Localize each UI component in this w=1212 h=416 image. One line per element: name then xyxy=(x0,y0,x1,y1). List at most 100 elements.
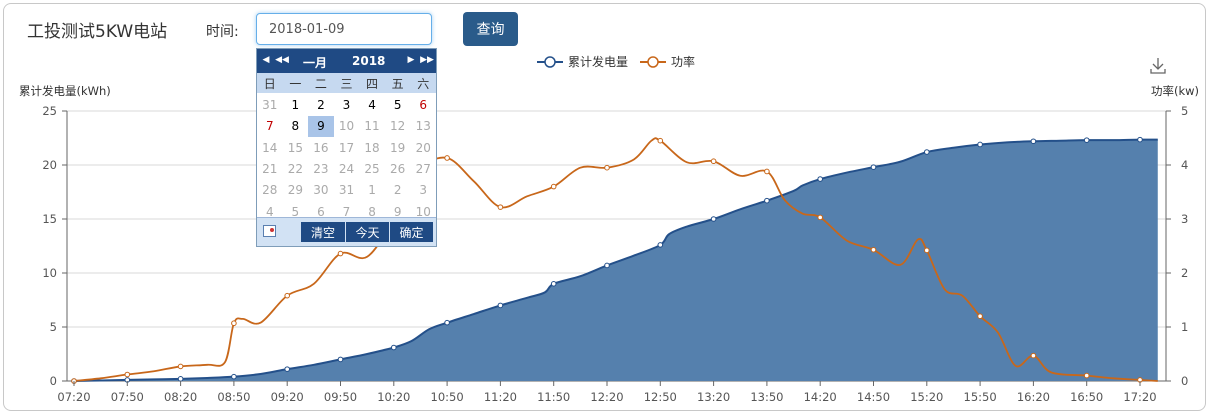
legend-item-energy[interactable]: 累计发电量 xyxy=(537,54,628,69)
energy-point[interactable] xyxy=(924,149,930,155)
energy-point[interactable] xyxy=(710,216,717,222)
calendar-day[interactable]: 8 xyxy=(368,204,376,219)
energy-point[interactable] xyxy=(817,176,824,182)
energy-point[interactable] xyxy=(231,373,237,380)
calendar-day[interactable]: 18 xyxy=(364,140,380,155)
power-point[interactable] xyxy=(337,250,344,257)
calendar-day[interactable]: 23 xyxy=(313,162,329,177)
energy-point[interactable] xyxy=(391,344,397,351)
clear-button[interactable]: 清空 xyxy=(301,222,345,242)
calendar-day[interactable]: 10 xyxy=(415,204,431,219)
legend-item-power[interactable]: 功率 xyxy=(640,54,695,69)
x-tick-label: 12:50 xyxy=(644,390,677,404)
confirm-button[interactable]: 确定 xyxy=(390,222,433,242)
energy-point[interactable] xyxy=(337,356,344,363)
power-point[interactable] xyxy=(604,164,610,171)
calendar-day[interactable]: 6 xyxy=(317,204,325,219)
power-point[interactable] xyxy=(444,155,450,161)
calendar-day[interactable]: 9 xyxy=(308,116,334,138)
calendar-day[interactable]: 28 xyxy=(262,183,278,198)
power-point[interactable] xyxy=(657,137,664,144)
calendar-day[interactable]: 9 xyxy=(393,204,402,219)
query-button[interactable]: 查询 xyxy=(463,12,518,46)
next-month-icon[interactable]: ▶ xyxy=(407,55,415,65)
calendar-day[interactable]: 8 xyxy=(291,119,300,134)
calendar-day[interactable]: 4 xyxy=(368,98,376,113)
power-point[interactable] xyxy=(1083,372,1090,379)
calendar-day[interactable]: 17 xyxy=(338,140,355,155)
energy-point[interactable] xyxy=(550,281,557,287)
calendar-day[interactable]: 14 xyxy=(262,140,278,155)
energy-point[interactable] xyxy=(1137,136,1143,143)
energy-point[interactable] xyxy=(284,366,291,372)
calendar-day[interactable]: 2 xyxy=(317,98,325,113)
energy-point[interactable] xyxy=(497,302,504,309)
calendar-day[interactable]: 25 xyxy=(364,162,380,177)
calendar-weekdays: 日一二三四五六 xyxy=(257,73,436,93)
energy-point[interactable] xyxy=(177,376,184,382)
next-year-icon[interactable]: ▶▶ xyxy=(420,55,434,65)
calendar-day[interactable]: 12 xyxy=(389,119,406,134)
calendar-day[interactable]: 5 xyxy=(291,204,300,219)
calendar-day[interactable]: 24 xyxy=(338,162,355,177)
power-point[interactable] xyxy=(124,371,131,378)
power-point[interactable] xyxy=(977,313,983,320)
calendar-year[interactable]: 2018 xyxy=(352,54,386,68)
calendar-day[interactable]: 11 xyxy=(364,119,380,134)
today-button[interactable]: 今天 xyxy=(346,222,389,242)
energy-point[interactable] xyxy=(604,262,610,269)
calendar-day[interactable]: 31 xyxy=(338,183,355,198)
calendar-day[interactable]: 1 xyxy=(291,98,300,113)
energy-point[interactable] xyxy=(977,141,983,148)
energy-point[interactable] xyxy=(444,319,450,326)
calendar-day[interactable]: 7 xyxy=(265,119,274,134)
calendar-day[interactable]: 7 xyxy=(342,204,351,219)
download-icon[interactable] xyxy=(1150,58,1166,74)
energy-point[interactable] xyxy=(1030,138,1037,145)
calendar-icon[interactable] xyxy=(263,225,276,237)
calendar-month[interactable]: 一月 xyxy=(303,56,328,70)
energy-point[interactable] xyxy=(1083,137,1090,143)
power-point[interactable] xyxy=(177,363,184,370)
power-point[interactable] xyxy=(550,183,557,190)
calendar-day[interactable]: 22 xyxy=(287,162,303,177)
energy-point[interactable] xyxy=(657,242,664,248)
power-point[interactable] xyxy=(1030,352,1037,359)
calendar-day[interactable]: 3 xyxy=(419,183,428,198)
legend-energy-label: 累计发电量 xyxy=(568,54,628,69)
date-input[interactable] xyxy=(256,13,432,45)
x-tick-label: 13:50 xyxy=(750,390,783,404)
calendar-day[interactable]: 27 xyxy=(415,162,431,177)
calendar-day[interactable]: 16 xyxy=(313,140,329,155)
calendar-day[interactable]: 30 xyxy=(313,183,329,198)
prev-year-icon[interactable]: ◀◀ xyxy=(275,55,289,65)
calendar-day[interactable]: 13 xyxy=(415,119,431,134)
calendar-day[interactable]: 19 xyxy=(389,140,406,155)
calendar-day[interactable]: 3 xyxy=(342,98,351,113)
calendar-day[interactable]: 4 xyxy=(265,204,274,219)
calendar-day[interactable]: 6 xyxy=(419,98,428,113)
power-point[interactable] xyxy=(764,168,770,175)
calendar-day[interactable]: 1 xyxy=(368,183,376,198)
power-point[interactable] xyxy=(924,247,930,254)
power-point[interactable] xyxy=(497,204,504,210)
calendar-day[interactable]: 5 xyxy=(393,98,402,113)
power-point[interactable] xyxy=(231,320,237,327)
calendar-day[interactable]: 10 xyxy=(338,119,355,134)
calendar-day[interactable]: 26 xyxy=(389,162,406,177)
calendar-day[interactable]: 21 xyxy=(262,162,278,177)
prev-month-icon[interactable]: ◀ xyxy=(262,55,270,65)
energy-point[interactable] xyxy=(870,164,877,170)
chart-legend[interactable]: 累计发电量 功率 xyxy=(537,54,695,69)
power-point[interactable] xyxy=(817,214,824,221)
calendar-day[interactable]: 20 xyxy=(415,140,431,155)
power-point[interactable] xyxy=(710,158,717,165)
calendar-day[interactable]: 15 xyxy=(287,140,303,155)
power-point[interactable] xyxy=(870,246,877,253)
power-point[interactable] xyxy=(284,292,291,299)
calendar-day[interactable]: 31 xyxy=(262,98,278,113)
calendar-day[interactable]: 2 xyxy=(393,183,402,198)
calendar-day[interactable]: 29 xyxy=(287,183,303,198)
energy-point[interactable] xyxy=(764,197,770,204)
